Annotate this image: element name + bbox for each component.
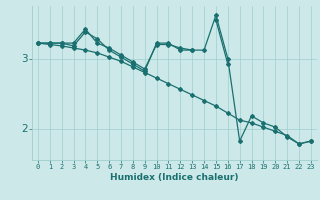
X-axis label: Humidex (Indice chaleur): Humidex (Indice chaleur) bbox=[110, 173, 239, 182]
